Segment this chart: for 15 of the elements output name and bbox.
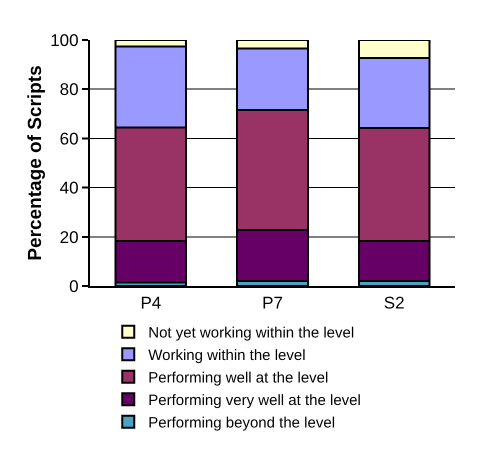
- y-tick-label: 80: [60, 80, 79, 100]
- y-tick-label: 40: [60, 178, 79, 198]
- y-tick-label: 0: [69, 276, 79, 296]
- legend-label: Working within the level: [148, 347, 306, 364]
- x-tick-label: S2: [384, 293, 405, 312]
- y-tick-label: 100: [50, 30, 79, 50]
- y-tick-label: 20: [60, 228, 79, 247]
- x-tick-label: P7: [262, 293, 283, 312]
- y-tick-label: 60: [60, 129, 79, 148]
- legend-label: Performing well at the level: [148, 370, 328, 387]
- legend-label: Not yet working within the level: [148, 324, 354, 342]
- x-tick-label: P4: [140, 293, 162, 312]
- legend-label: Performing very well at the level: [148, 392, 361, 410]
- legend-label: Performing beyond the level: [148, 414, 336, 432]
- y-axis-title: Percentage of Scripts: [25, 65, 46, 261]
